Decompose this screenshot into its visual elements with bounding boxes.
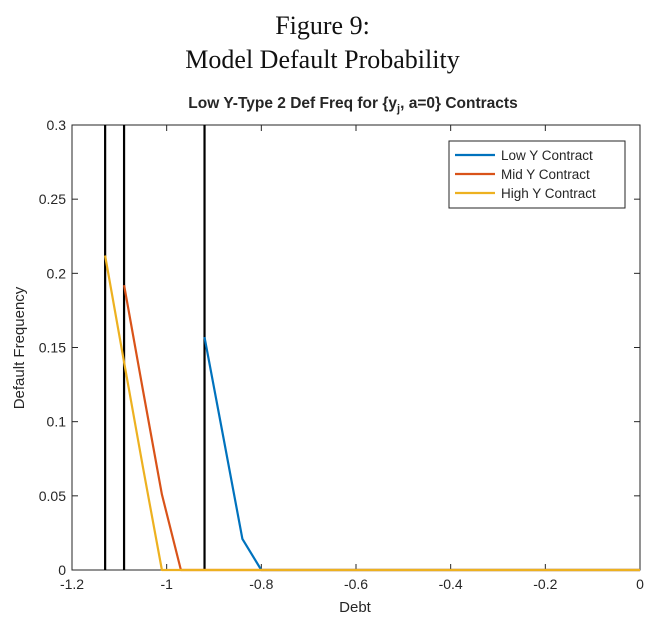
x-tick-label: -0.2	[533, 576, 557, 592]
y-tick-label: 0.25	[39, 191, 66, 207]
figure-number: Figure 9:	[275, 11, 370, 40]
series-line-high-y-contract	[104, 255, 640, 572]
x-tick-label: 0	[636, 576, 644, 592]
legend-entry: High Y Contract	[501, 186, 596, 201]
y-tick-label: 0.1	[47, 414, 67, 430]
legend-entry: Low Y Contract	[501, 148, 593, 163]
x-tick-label: -1	[160, 576, 173, 592]
legend-entry: Mid Y Contract	[501, 167, 590, 182]
chart-title: Low Y-Type 2 Def Freq for {yj, a=0} Cont…	[188, 95, 517, 115]
y-axis-label: Default Frequency	[11, 286, 28, 409]
y-tick-label: 0.05	[39, 488, 66, 504]
figure-caption: Model Default Probability	[185, 45, 460, 74]
y-tick-label: 0	[58, 562, 66, 578]
y-tick-label: 0.2	[47, 265, 67, 281]
x-tick-label: -0.6	[344, 576, 368, 592]
x-tick-label: -1.2	[60, 576, 84, 592]
y-tick-label: 0.3	[47, 117, 67, 133]
y-tick-label: 0.15	[39, 340, 66, 356]
x-axis-label: Debt	[339, 599, 372, 616]
x-tick-label: -0.4	[439, 576, 463, 592]
chart-title-suffix: , a=0} Contracts	[400, 95, 518, 112]
x-tick-label: -0.8	[249, 576, 273, 592]
legend: Low Y Contract Mid Y Contract High Y Contr…	[448, 140, 626, 209]
chart-title-prefix: Low Y-Type 2 Def Freq for {y	[188, 95, 397, 112]
chart-title-subscript: j	[396, 103, 400, 115]
